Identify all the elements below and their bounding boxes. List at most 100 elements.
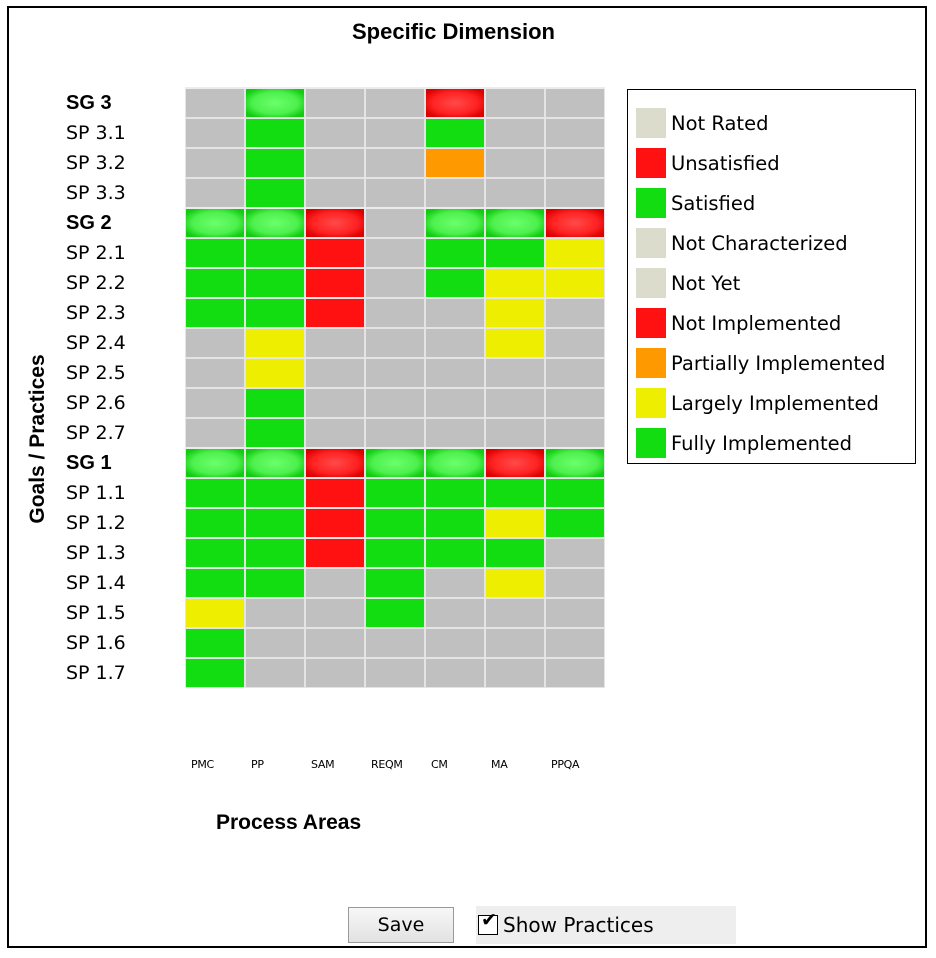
- practice-cell-cm[interactable]: [426, 329, 484, 357]
- practice-cell-pmc[interactable]: [186, 569, 244, 597]
- practice-cell-ma[interactable]: [486, 659, 544, 687]
- practice-cell-pp[interactable]: [246, 119, 304, 147]
- practice-cell-sam[interactable]: [306, 419, 364, 447]
- practice-cell-pp[interactable]: [246, 629, 304, 657]
- practice-cell-ma[interactable]: [486, 419, 544, 447]
- practice-cell-reqm[interactable]: [366, 359, 424, 387]
- practice-cell-cm[interactable]: [426, 539, 484, 567]
- goal-cell-sam[interactable]: [306, 209, 364, 237]
- practice-cell-pmc[interactable]: [186, 329, 244, 357]
- practice-cell-pp[interactable]: [246, 569, 304, 597]
- practice-cell-sam[interactable]: [306, 119, 364, 147]
- practice-cell-ppqa[interactable]: [546, 539, 604, 567]
- practice-cell-pmc[interactable]: [186, 119, 244, 147]
- practice-cell-reqm[interactable]: [366, 569, 424, 597]
- practice-cell-sam[interactable]: [306, 629, 364, 657]
- practice-cell-ppqa[interactable]: [546, 419, 604, 447]
- practice-cell-sam[interactable]: [306, 359, 364, 387]
- practice-cell-reqm[interactable]: [366, 539, 424, 567]
- practice-cell-ppqa[interactable]: [546, 509, 604, 537]
- practice-cell-pmc[interactable]: [186, 299, 244, 327]
- practice-cell-ppqa[interactable]: [546, 239, 604, 267]
- practice-cell-pp[interactable]: [246, 329, 304, 357]
- practice-cell-ppqa[interactable]: [546, 389, 604, 417]
- practice-cell-cm[interactable]: [426, 659, 484, 687]
- practice-cell-ma[interactable]: [486, 239, 544, 267]
- practice-cell-pmc[interactable]: [186, 509, 244, 537]
- goal-cell-ma[interactable]: [486, 209, 544, 237]
- practice-cell-pp[interactable]: [246, 509, 304, 537]
- practice-cell-cm[interactable]: [426, 569, 484, 597]
- practice-cell-ppqa[interactable]: [546, 119, 604, 147]
- practice-cell-cm[interactable]: [426, 419, 484, 447]
- practice-cell-pp[interactable]: [246, 179, 304, 207]
- practice-cell-pp[interactable]: [246, 659, 304, 687]
- goal-cell-sam[interactable]: [306, 89, 364, 117]
- practice-cell-pmc[interactable]: [186, 479, 244, 507]
- save-button[interactable]: Save: [348, 907, 454, 943]
- goal-cell-pp[interactable]: [246, 89, 304, 117]
- practice-cell-pp[interactable]: [246, 359, 304, 387]
- practice-cell-pmc[interactable]: [186, 239, 244, 267]
- practice-cell-sam[interactable]: [306, 149, 364, 177]
- practice-cell-ppqa[interactable]: [546, 569, 604, 597]
- goal-cell-pmc[interactable]: [186, 209, 244, 237]
- practice-cell-cm[interactable]: [426, 629, 484, 657]
- goal-cell-ppqa[interactable]: [546, 209, 604, 237]
- goal-cell-ma[interactable]: [486, 449, 544, 477]
- practice-cell-cm[interactable]: [426, 239, 484, 267]
- practice-cell-sam[interactable]: [306, 239, 364, 267]
- goal-cell-ma[interactable]: [486, 89, 544, 117]
- practice-cell-reqm[interactable]: [366, 179, 424, 207]
- practice-cell-ma[interactable]: [486, 359, 544, 387]
- goal-cell-pmc[interactable]: [186, 89, 244, 117]
- practice-cell-ma[interactable]: [486, 389, 544, 417]
- practice-cell-cm[interactable]: [426, 359, 484, 387]
- goal-cell-cm[interactable]: [426, 209, 484, 237]
- practice-cell-pp[interactable]: [246, 419, 304, 447]
- practice-cell-reqm[interactable]: [366, 149, 424, 177]
- goal-cell-pp[interactable]: [246, 449, 304, 477]
- practice-cell-cm[interactable]: [426, 149, 484, 177]
- practice-cell-ppqa[interactable]: [546, 329, 604, 357]
- practice-cell-pp[interactable]: [246, 269, 304, 297]
- practice-cell-ppqa[interactable]: [546, 479, 604, 507]
- practice-cell-pmc[interactable]: [186, 389, 244, 417]
- practice-cell-pmc[interactable]: [186, 359, 244, 387]
- practice-cell-ppqa[interactable]: [546, 629, 604, 657]
- practice-cell-reqm[interactable]: [366, 329, 424, 357]
- practice-cell-ppqa[interactable]: [546, 179, 604, 207]
- practice-cell-ppqa[interactable]: [546, 299, 604, 327]
- goal-cell-reqm[interactable]: [366, 89, 424, 117]
- practice-cell-ma[interactable]: [486, 149, 544, 177]
- practice-cell-cm[interactable]: [426, 389, 484, 417]
- practice-cell-cm[interactable]: [426, 179, 484, 207]
- practice-cell-ma[interactable]: [486, 119, 544, 147]
- practice-cell-pp[interactable]: [246, 239, 304, 267]
- practice-cell-ma[interactable]: [486, 329, 544, 357]
- practice-cell-ppqa[interactable]: [546, 359, 604, 387]
- practice-cell-ma[interactable]: [486, 509, 544, 537]
- practice-cell-pmc[interactable]: [186, 539, 244, 567]
- practice-cell-cm[interactable]: [426, 119, 484, 147]
- practice-cell-ma[interactable]: [486, 629, 544, 657]
- goal-cell-cm[interactable]: [426, 89, 484, 117]
- practice-cell-sam[interactable]: [306, 179, 364, 207]
- practice-cell-sam[interactable]: [306, 539, 364, 567]
- practice-cell-ppqa[interactable]: [546, 659, 604, 687]
- practice-cell-pp[interactable]: [246, 389, 304, 417]
- practice-cell-ma[interactable]: [486, 539, 544, 567]
- practice-cell-ppqa[interactable]: [546, 269, 604, 297]
- practice-cell-reqm[interactable]: [366, 629, 424, 657]
- goal-cell-sam[interactable]: [306, 449, 364, 477]
- practice-cell-pmc[interactable]: [186, 419, 244, 447]
- show-practices-toggle[interactable]: ✔ Show Practices: [476, 906, 736, 944]
- practice-cell-sam[interactable]: [306, 479, 364, 507]
- practice-cell-ppqa[interactable]: [546, 149, 604, 177]
- practice-cell-reqm[interactable]: [366, 119, 424, 147]
- practice-cell-sam[interactable]: [306, 659, 364, 687]
- practice-cell-sam[interactable]: [306, 599, 364, 627]
- practice-cell-sam[interactable]: [306, 269, 364, 297]
- practice-cell-sam[interactable]: [306, 299, 364, 327]
- practice-cell-pmc[interactable]: [186, 179, 244, 207]
